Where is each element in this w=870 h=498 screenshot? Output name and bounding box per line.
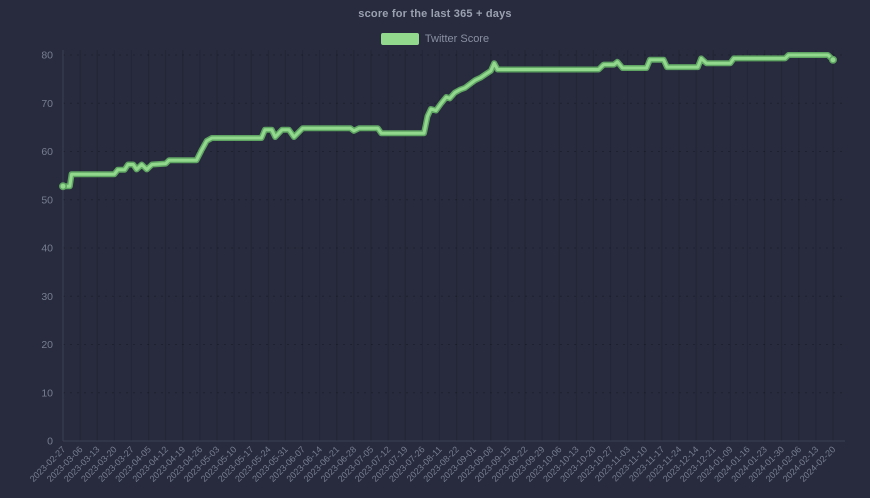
y-axis-label: 50 — [41, 194, 53, 206]
y-axis-label: 60 — [41, 146, 53, 158]
y-axis-label: 20 — [41, 339, 53, 351]
y-axis-label: 80 — [41, 50, 53, 62]
y-axis-label: 10 — [41, 387, 53, 399]
chart-title: score for the last 365 + days — [358, 8, 512, 20]
legend-swatch-icon — [380, 33, 419, 45]
data-point-marker[interactable] — [829, 55, 837, 64]
twitter-score-line[interactable] — [61, 53, 835, 188]
legend-label: Twitter Score — [424, 33, 490, 45]
y-axis-label: 40 — [41, 243, 53, 255]
y-axis-label: 30 — [41, 291, 53, 303]
twitter-score-line-edge — [60, 52, 836, 190]
legend-item-twitter-score[interactable]: Twitter Score — [0, 33, 870, 45]
data-point-marker[interactable] — [59, 182, 67, 191]
y-axis-label: 0 — [47, 436, 53, 448]
y-axis-label: 70 — [41, 98, 53, 110]
